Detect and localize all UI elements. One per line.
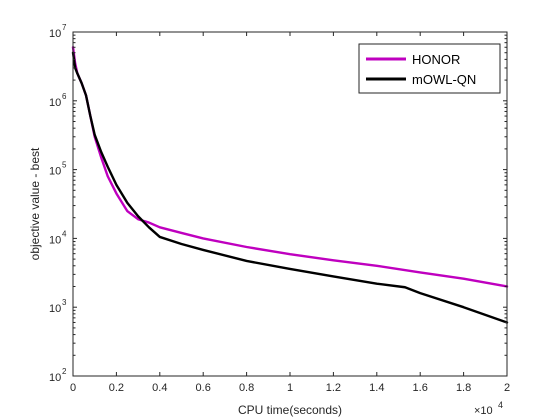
x-axis-exponent-base: ×10: [474, 405, 493, 417]
y-tick-label-power: 3: [62, 298, 67, 307]
series-line-mowl-qn: [71, 51, 509, 324]
y-tick-label-power: 4: [62, 229, 67, 238]
y-tick-label: 104: [49, 229, 67, 246]
x-tick-label: 0: [70, 382, 76, 394]
y-tick-label: 107: [49, 23, 67, 40]
x-tick-label: 2: [504, 382, 510, 394]
x-tick-label: 0.6: [196, 382, 211, 394]
x-tick-label: 1.8: [456, 382, 471, 394]
x-tick-label: 1.2: [326, 382, 341, 394]
x-tick-label: 1.4: [369, 382, 384, 394]
y-tick-label: 106: [49, 92, 67, 109]
y-tick-label-power: 2: [62, 367, 67, 376]
y-tick-label-base: 10: [49, 97, 61, 109]
legend-label-honor: HONOR: [412, 52, 460, 67]
y-axis-label: objective value - best: [28, 147, 42, 260]
y-tick-label-base: 10: [49, 372, 61, 384]
y-tick-label-power: 7: [62, 23, 67, 32]
x-tick-label: 0.2: [109, 382, 124, 394]
legend-box: [358, 43, 501, 94]
legend: HONOR mOWL-QN: [358, 43, 501, 94]
y-tick-label: 103: [49, 298, 67, 315]
x-axis-exponent-power: 4: [498, 400, 503, 410]
y-tick-label-base: 10: [49, 234, 61, 246]
y-tick-label: 102: [49, 367, 67, 384]
y-tick-label-base: 10: [49, 28, 61, 40]
y-tick-label-base: 10: [49, 303, 61, 315]
x-tick-label: 1.6: [413, 382, 428, 394]
x-tick-label: 0.8: [239, 382, 254, 394]
y-tick-label-power: 5: [62, 161, 67, 170]
x-tick-label: 0.4: [152, 382, 167, 394]
x-tick-label: 1: [287, 382, 293, 394]
x-tick-labels: 0 0.2 0.4 0.6 0.8 1 1.2 1.4 1.6 1.8 2: [70, 382, 510, 394]
legend-label-mowlqn: mOWL-QN: [412, 72, 476, 87]
series-layer: [71, 46, 509, 324]
y-tick-label-power: 6: [62, 92, 67, 101]
plot-frame: [72, 31, 508, 377]
y-tick-label: 105: [49, 161, 67, 178]
x-axis-exponent: ×10 4: [474, 400, 503, 417]
y-tick-label-base: 10: [49, 166, 61, 178]
x-axis-label: CPU time(seconds): [238, 403, 342, 417]
